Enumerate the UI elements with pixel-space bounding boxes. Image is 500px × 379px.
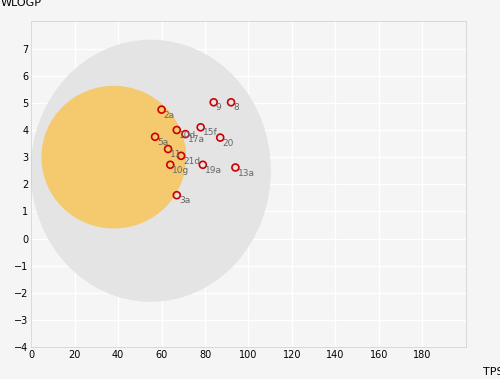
Point xyxy=(177,153,185,159)
Point xyxy=(210,99,218,105)
Text: 10g: 10g xyxy=(172,166,190,175)
Point xyxy=(227,99,235,105)
X-axis label: TPSA: TPSA xyxy=(483,367,500,377)
Point xyxy=(151,134,159,140)
Point xyxy=(173,127,181,133)
Text: 20: 20 xyxy=(222,139,234,148)
Text: 9: 9 xyxy=(216,103,222,113)
Point xyxy=(232,164,239,171)
Text: 11: 11 xyxy=(170,150,182,159)
Point xyxy=(173,192,181,198)
Point xyxy=(216,135,224,141)
Text: 10d: 10d xyxy=(179,131,196,140)
Text: 19a: 19a xyxy=(205,166,222,175)
Text: 17a: 17a xyxy=(188,135,204,144)
Text: 21d: 21d xyxy=(184,157,200,166)
Point xyxy=(199,162,207,168)
Ellipse shape xyxy=(42,86,186,228)
Point xyxy=(182,131,190,137)
Point xyxy=(166,162,174,168)
Text: 3a: 3a xyxy=(179,196,190,205)
Point xyxy=(196,124,204,130)
Text: 5a: 5a xyxy=(157,138,168,147)
Point xyxy=(158,106,166,113)
Y-axis label: WLOGP: WLOGP xyxy=(1,0,42,8)
Text: 8: 8 xyxy=(233,103,239,113)
Text: 15f: 15f xyxy=(203,128,218,138)
Text: 2a: 2a xyxy=(164,111,175,120)
Text: 13a: 13a xyxy=(238,169,254,178)
Ellipse shape xyxy=(32,40,270,301)
Point xyxy=(164,146,172,152)
